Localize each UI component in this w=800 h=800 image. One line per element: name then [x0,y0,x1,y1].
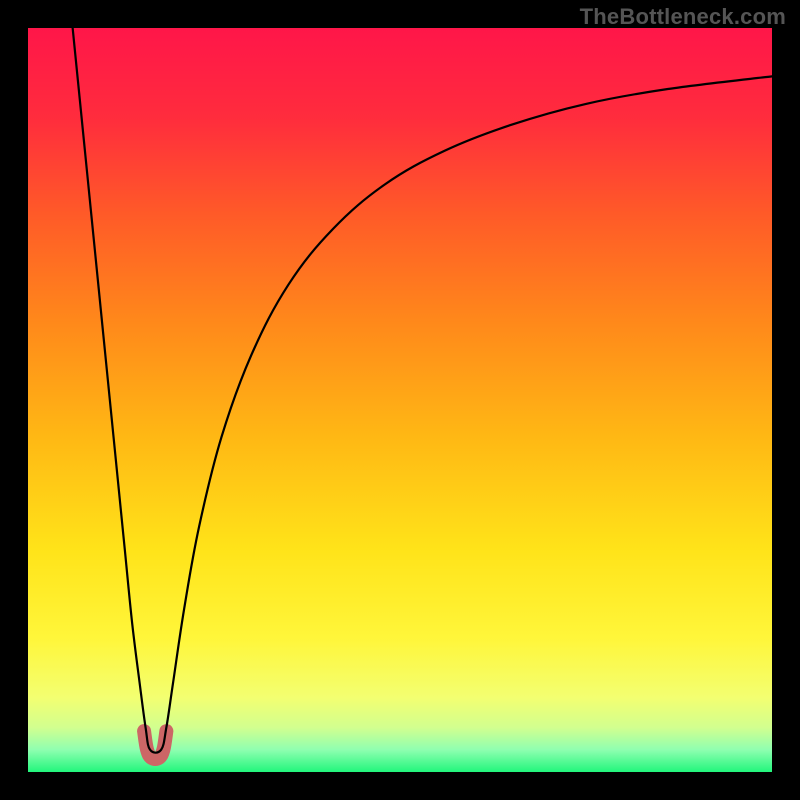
bottleneck-chart [0,0,800,800]
frame-bottom [0,772,800,800]
watermark-text: TheBottleneck.com [580,4,786,30]
frame-left [0,0,28,800]
frame-right [772,0,800,800]
plot-background [28,28,772,772]
chart-container: TheBottleneck.com [0,0,800,800]
